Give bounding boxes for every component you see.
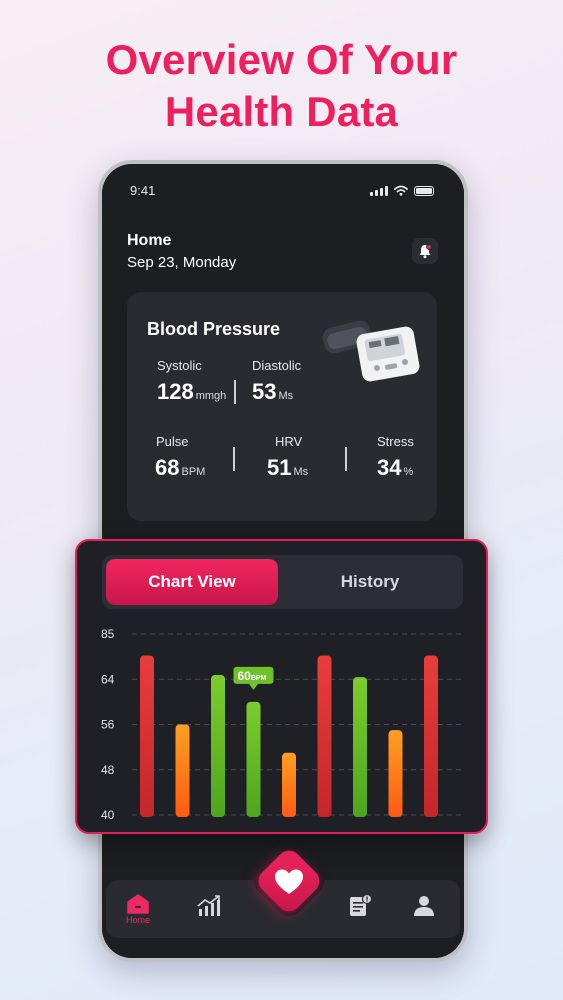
home-icon (127, 894, 149, 914)
tab-history[interactable]: History (340, 572, 400, 591)
y-tick-label: 48 (101, 763, 115, 777)
hrv-unit: Ms (293, 466, 309, 478)
chart-bar[interactable] (246, 701, 261, 817)
pulse-metric: Pulse 68 BPM (155, 434, 205, 481)
pulse-label: Pulse (156, 434, 189, 449)
nav-item-reports[interactable] (347, 894, 373, 918)
nav-item-home[interactable]: Home (126, 894, 150, 925)
nav-item-trends[interactable] (196, 894, 222, 918)
stress-label: Stress (377, 434, 414, 449)
signal-icon (370, 186, 388, 196)
pulse-value: 68 (155, 455, 180, 480)
bar-chart: 85 64 56 48 40 60BPM (101, 627, 465, 822)
y-tick-label: 40 (101, 808, 115, 822)
systolic-metric: Systolic 128 mmgh (157, 358, 226, 405)
tab-chart-view[interactable]: Chart View (106, 559, 278, 605)
status-time: 9:41 (130, 183, 156, 198)
diastolic-label: Diastolic (252, 358, 302, 373)
blood-pressure-title: Blood Pressure (147, 319, 281, 339)
stress-unit: % (403, 466, 414, 478)
headline-line-1: Overview Of Your (105, 36, 458, 83)
view-toggle: Chart View History (102, 555, 463, 609)
hrv-metric: HRV 51 Ms (267, 434, 308, 481)
stress-value: 34 (377, 455, 402, 480)
metric-divider (233, 447, 235, 471)
chart-bar[interactable] (317, 655, 332, 817)
y-tick-label: 64 (101, 672, 115, 686)
diastolic-metric: Diastolic 53 Ms (252, 358, 301, 405)
chart-bar[interactable] (282, 752, 296, 817)
diastolic-value: 53 (252, 379, 277, 404)
metric-divider (345, 447, 347, 471)
profile-icon (414, 896, 434, 916)
status-icons (370, 185, 434, 196)
chart-bar[interactable] (175, 724, 190, 818)
nav-label-home: Home (126, 915, 151, 925)
page-date: Sep 23, Monday (127, 254, 237, 271)
systolic-value: 128 (157, 379, 194, 404)
hrv-label: HRV (275, 434, 303, 449)
chart-bar[interactable] (211, 674, 225, 817)
blood-pressure-monitor-icon (322, 320, 420, 382)
systolic-label: Systolic (157, 358, 202, 373)
tooltip-value: 60BPM (238, 669, 267, 683)
page-title: Home (127, 232, 172, 249)
chart-bar[interactable] (140, 655, 154, 817)
report-icon (350, 894, 373, 916)
wifi-icon (394, 185, 408, 196)
chart-card: Chart View History 85 64 56 48 40 60BPM (75, 539, 488, 834)
tooltip-bubble (233, 666, 274, 684)
notification-button[interactable] (412, 238, 438, 264)
headline-line-2: Health Data (164, 88, 399, 135)
systolic-unit: mmgh (195, 390, 227, 402)
hrv-value: 51 (267, 455, 292, 480)
metric-divider (234, 380, 236, 404)
nav-item-profile[interactable] (412, 894, 436, 918)
tooltip-pointer (248, 683, 259, 690)
y-tick-label: 85 (101, 627, 115, 641)
chart-bar[interactable] (424, 655, 438, 817)
chart-bar[interactable] (353, 677, 367, 817)
y-tick-label: 56 (101, 718, 115, 732)
trend-chart-icon (197, 895, 220, 916)
heart-icon (275, 869, 303, 894)
chart-bar[interactable] (388, 730, 403, 817)
battery-icon (414, 186, 434, 196)
pulse-unit: BPM (181, 466, 206, 478)
bell-icon (419, 244, 432, 259)
diastolic-unit: Ms (278, 390, 294, 402)
bar-tooltip: 60BPM (233, 666, 274, 690)
blood-pressure-card[interactable]: Blood Pressure Systolic 128 mmgh Diastoli… (127, 292, 437, 521)
page-headline: Overview Of Your Health Data (0, 34, 563, 138)
stress-metric: Stress 34% (377, 434, 414, 481)
